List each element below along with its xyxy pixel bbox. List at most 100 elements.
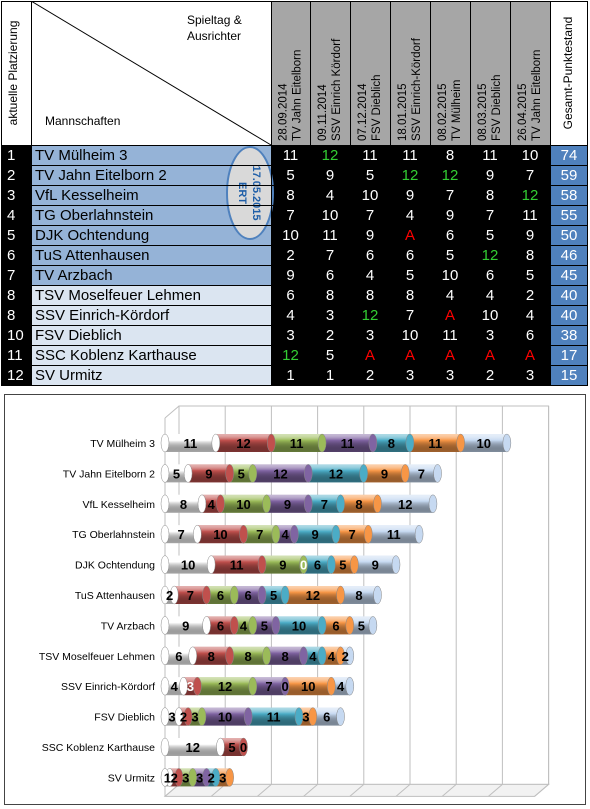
bar-segment-cap [262, 646, 271, 666]
bar-base-cap [160, 646, 170, 666]
score-cell [350, 325, 390, 345]
data-label: 11 [341, 436, 355, 451]
score-cell [510, 365, 550, 385]
data-label: 10 [181, 558, 195, 573]
round-header-cell [390, 1, 430, 145]
bar-segment-shade [206, 586, 235, 604]
bar-segment-shade [377, 494, 433, 513]
bar-segment-shade [322, 616, 350, 635]
chart-panel: 01020304050607080TV Mülheim 311121111811… [4, 394, 586, 809]
score-value: 8 [286, 187, 294, 204]
total-cell [550, 325, 588, 345]
score-cell [271, 145, 310, 165]
bar-segment-shade [234, 586, 263, 604]
chart-gridline [303, 784, 318, 797]
data-label: 4 [171, 679, 179, 694]
total-value: 40 [561, 307, 578, 324]
bar-segment-shade [201, 707, 249, 726]
bar-segment-cap [280, 585, 290, 605]
rank-cell [1, 365, 31, 385]
rank-number: 5 [7, 227, 15, 244]
rank-cell [1, 345, 31, 365]
data-label: 6 [175, 649, 182, 664]
bar-segment-cap [239, 524, 248, 544]
score-value: 6 [366, 247, 374, 264]
bar-segment-shade [165, 586, 175, 604]
category-label: SSV Einrich-Kördorf [61, 681, 155, 693]
score-value: 1 [326, 367, 334, 384]
score-value: 7 [446, 187, 454, 204]
bar-segment-shade [308, 494, 341, 513]
round-header-cell [430, 1, 470, 145]
bar-base-cap [160, 676, 170, 696]
bar-segment-shade [165, 555, 212, 574]
team-cell [31, 285, 271, 305]
data-label: 11 [184, 436, 198, 451]
category-label: DJK Ochtendung [75, 560, 155, 572]
team-name: DJK Ochtendung [35, 227, 149, 244]
bar-segment-cap [248, 464, 258, 483]
data-label: 4 [309, 649, 317, 664]
score-cell [470, 245, 510, 265]
data-label: 8 [208, 649, 215, 664]
score-cell [510, 265, 550, 285]
score-cell [271, 365, 310, 385]
bar-segment-cap [225, 646, 234, 666]
score-cell [430, 165, 470, 185]
score-cell [271, 165, 310, 185]
ert-badge-date: 17.05.2015 [250, 165, 262, 220]
chart-gridline [488, 784, 503, 797]
score-value: 12 [482, 247, 499, 264]
teams-label: Mannschaften [45, 114, 120, 128]
score-cell [390, 185, 430, 205]
score-cell [310, 365, 350, 385]
data-label: 2 [180, 710, 187, 725]
score-value: 7 [486, 207, 494, 224]
round-date: 18.01.2015 [397, 83, 409, 141]
bar-base-cap [160, 494, 170, 514]
bar-segment-cap [290, 524, 299, 544]
score-cell [430, 185, 470, 205]
rank-number: 2 [7, 167, 15, 184]
bar-segment-cap [211, 768, 221, 787]
bar-segment-shade [165, 494, 202, 513]
bar-segment-cap [299, 555, 308, 574]
bar-segment-shade [165, 464, 189, 483]
matchday-label: Ausrichter [187, 29, 241, 43]
bar-segment-cap [373, 494, 382, 514]
rank-number: 4 [7, 207, 15, 224]
data-label: 5 [270, 588, 277, 603]
header-left-cell [1, 1, 271, 145]
data-label: 2 [342, 649, 349, 664]
score-value: A [405, 227, 415, 244]
bar-segment-cap [391, 555, 401, 574]
rank-cell [1, 225, 31, 245]
bar-segment-cap [456, 433, 465, 453]
total-cell [550, 205, 588, 225]
data-label: 9 [182, 618, 189, 633]
score-value: 11 [362, 147, 378, 164]
bar-segment-cap [299, 646, 308, 666]
score-value: 2 [326, 327, 334, 344]
score-cell [310, 165, 350, 185]
score-cell [390, 165, 430, 185]
data-label: 6 [314, 558, 321, 573]
total-cell [550, 265, 588, 285]
bar-segment-shade [271, 434, 323, 452]
score-cell [430, 265, 470, 285]
bar-segment-shade [220, 494, 267, 513]
data-label: 6 [217, 588, 224, 603]
score-cell [470, 205, 510, 225]
data-label: 12 [185, 740, 199, 755]
score-cell [510, 205, 550, 225]
score-value: 9 [286, 267, 294, 284]
total-value: 46 [561, 247, 578, 264]
score-value: 10 [362, 187, 379, 204]
score-value: 5 [446, 247, 454, 264]
data-label: 7 [256, 527, 263, 542]
score-value: A [445, 307, 455, 324]
bar-segment-cap [359, 464, 368, 483]
score-value: 6 [526, 327, 534, 344]
round-host: SSV Einrich Kördorf [331, 38, 343, 141]
bar-base-cap [160, 737, 170, 757]
